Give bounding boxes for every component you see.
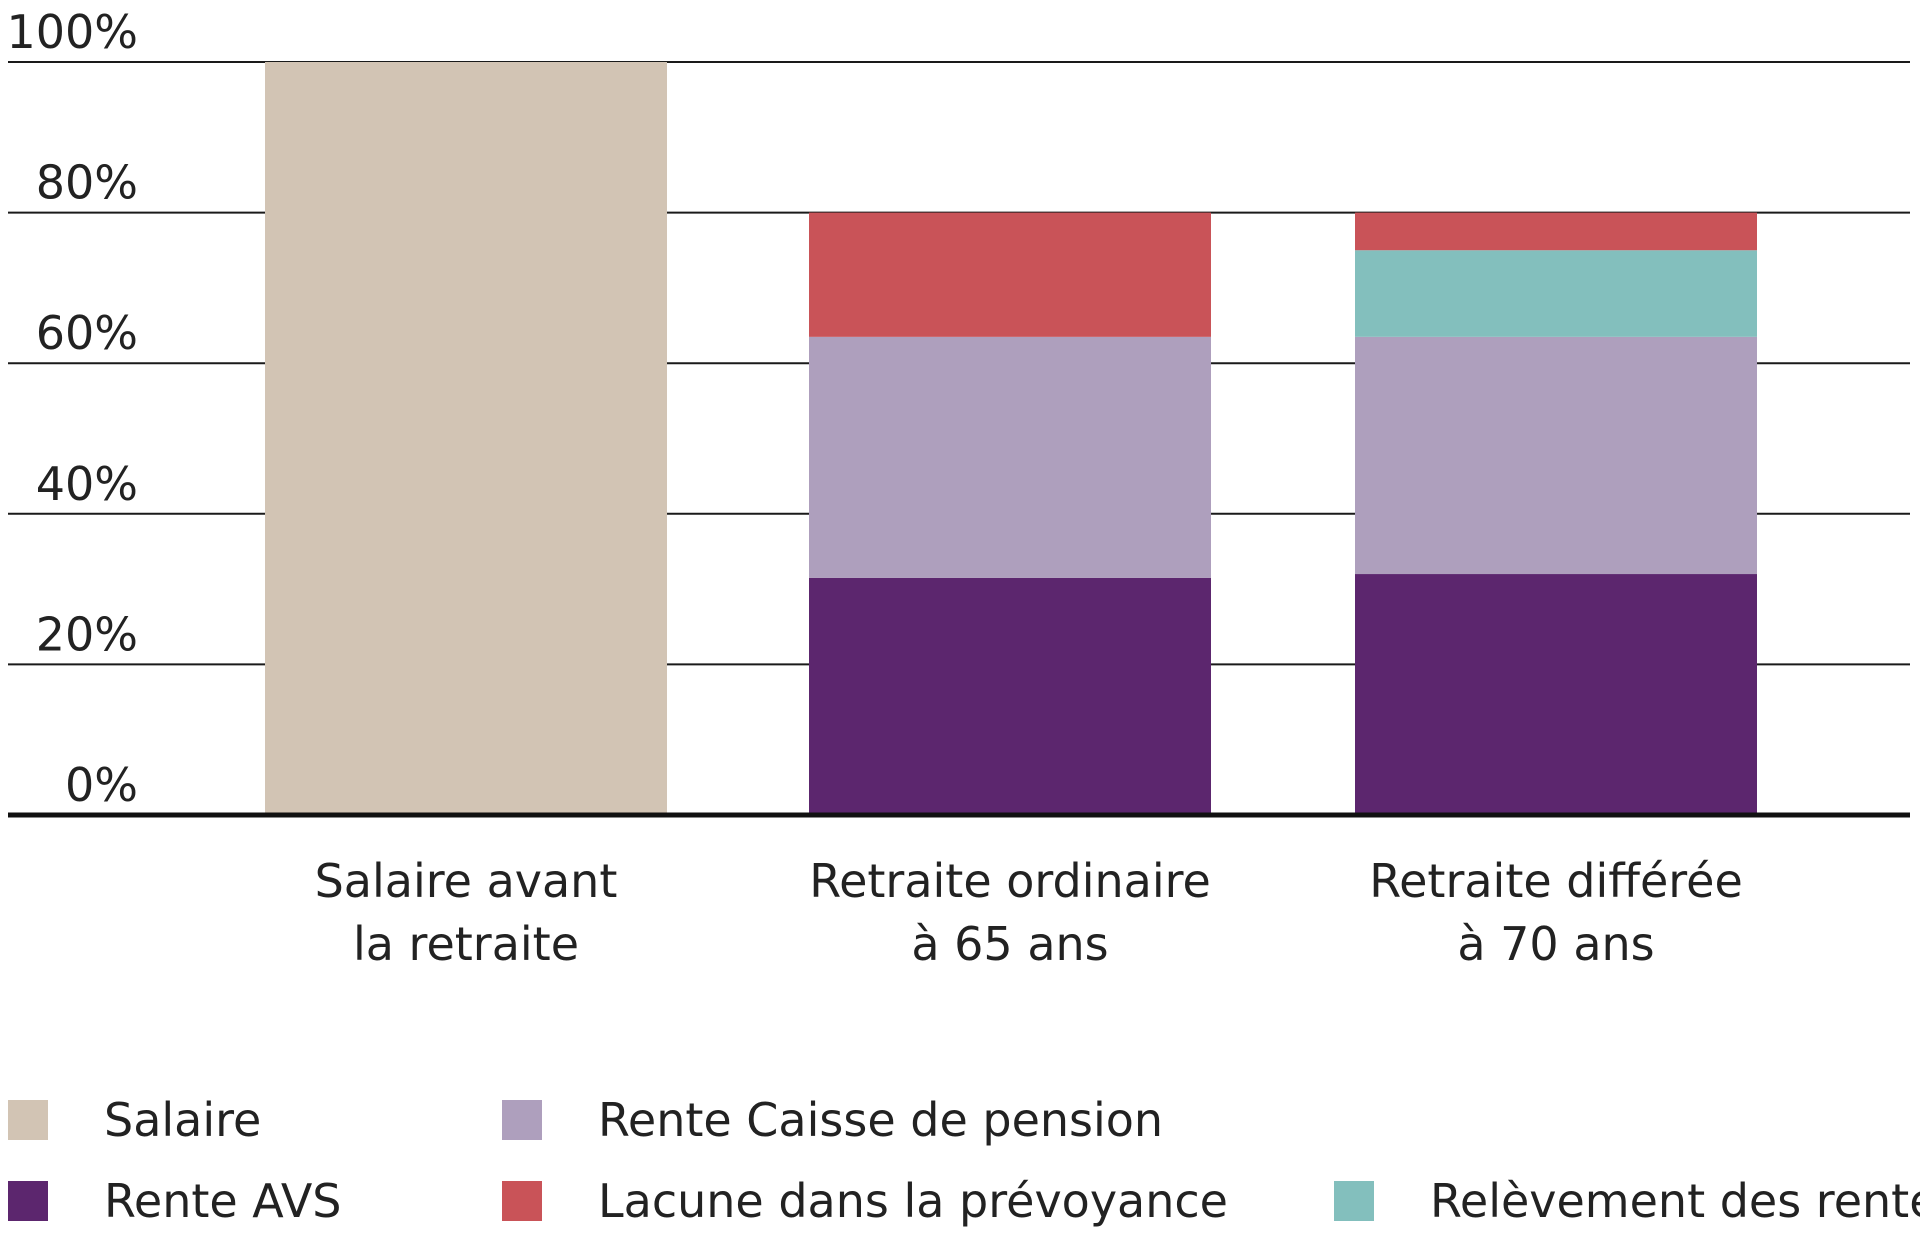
legend-label-salaire: Salaire	[104, 1093, 261, 1147]
y-tick-label-20: 20%	[36, 607, 138, 661]
x-tick-label-retraite-differee-a-70-ans: Retraite différée à 70 ans	[1369, 854, 1743, 971]
legend-swatch-rente-avs	[8, 1181, 48, 1221]
y-tick-label-60: 60%	[36, 306, 138, 360]
y-tick-label-40: 40%	[36, 457, 138, 511]
legend-item-relevement-des-rentes: Relèvement des rentes	[1334, 1174, 1920, 1228]
x-tick-label-retraite-ordinaire-a-65-ans: Retraite ordinaire à 65 ans	[809, 854, 1211, 971]
bar-retraite-ordinaire-a-65-ans-rente-avs	[809, 577, 1211, 815]
legend-label-relevement-des-rentes: Relèvement des rentes	[1430, 1174, 1920, 1228]
legend: Salaire Rente Caisse de pension Rente AVS L…	[8, 1093, 1920, 1228]
legend-swatch-salaire	[8, 1100, 48, 1140]
bar-retraite-differee-a-70-ans-rente-avs	[1355, 574, 1757, 815]
legend-swatch-relevement-des-rentes	[1334, 1181, 1374, 1221]
legend-swatch-lacune-dans-la-prevoyance	[502, 1181, 542, 1221]
axis: 0% 20% 40% 60% 80% 100% Salaire avant la retrai…	[6, 5, 1910, 971]
legend-item-salaire: Salaire	[8, 1093, 261, 1147]
y-tick-label-80: 80%	[36, 156, 138, 210]
bars	[265, 62, 1757, 815]
bar-salaire-avant-la-retraite-salaire	[265, 62, 667, 815]
legend-label-rente-caisse-de-pension: Rente Caisse de pension	[598, 1093, 1163, 1147]
legend-label-lacune-dans-la-prevoyance: Lacune dans la prévoyance	[598, 1174, 1228, 1228]
y-tick-label-0: 0%	[65, 758, 138, 812]
legend-item-rente-caisse-de-pension: Rente Caisse de pension	[502, 1093, 1163, 1147]
bar-retraite-differee-a-70-ans-relevement-des-rentes	[1355, 250, 1757, 337]
bar-retraite-ordinaire-a-65-ans-rente-caisse-de-pension	[809, 336, 1211, 578]
legend-label-rente-avs: Rente AVS	[104, 1174, 342, 1228]
y-tick-label-100: 100%	[6, 5, 138, 59]
legend-item-lacune-dans-la-prevoyance: Lacune dans la prévoyance	[502, 1174, 1228, 1228]
legend-swatch-rente-caisse-de-pension	[502, 1100, 542, 1140]
bar-retraite-differee-a-70-ans-rente-caisse-de-pension	[1355, 336, 1757, 575]
x-tick-label-salaire-avant-la-retraite: Salaire avant la retraite	[315, 854, 618, 971]
bar-retraite-differee-a-70-ans-lacune-dans-la-prevoyance	[1355, 212, 1757, 251]
legend-item-rente-avs: Rente AVS	[8, 1174, 342, 1228]
bar-retraite-ordinaire-a-65-ans-lacune-dans-la-prevoyance	[809, 212, 1211, 337]
